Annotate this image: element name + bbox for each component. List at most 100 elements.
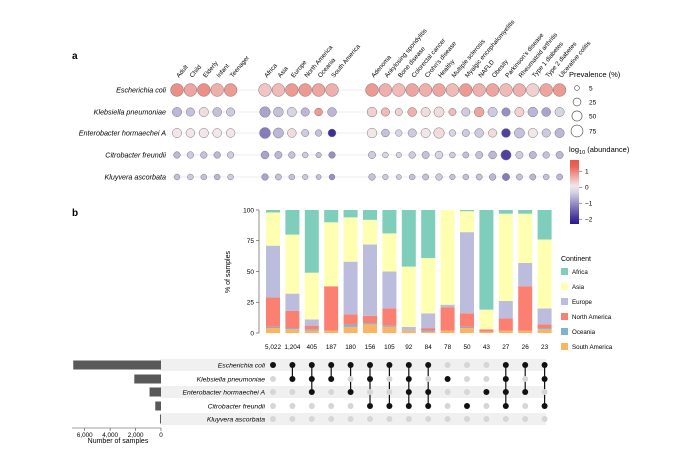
prevalence-dot — [366, 106, 378, 118]
abundance-legend-title: log10 (abundance) — [569, 145, 630, 156]
prevalence-legend-circle — [572, 97, 582, 107]
bar-segment — [382, 325, 397, 327]
bar-segment — [324, 210, 339, 223]
matrix-dot-filled — [541, 403, 548, 409]
bar-segment — [343, 261, 358, 315]
legend-label: Oceania — [572, 329, 596, 336]
prevalence-dot — [512, 83, 527, 97]
bar-segment — [401, 326, 416, 331]
prevalence-dot — [259, 127, 271, 139]
bar-segment — [324, 222, 339, 287]
panel-a-dot-matrix — [170, 83, 567, 181]
matrix-dot-filled — [483, 389, 490, 395]
prevalence-dot — [501, 128, 511, 138]
matrix-dot-filled — [464, 403, 470, 409]
sample-total-bar — [159, 414, 161, 424]
intersection-count: 27 — [502, 344, 510, 351]
prevalence-dot — [382, 151, 389, 159]
y-axis-label: % of samples — [225, 250, 232, 293]
prevalence-dot — [459, 83, 473, 97]
bar-segment — [324, 330, 339, 333]
matrix-dot-empty — [483, 362, 490, 368]
bar-segment — [498, 301, 513, 319]
matrix-row-label: Escherichia coli — [218, 363, 266, 370]
prevalence-dot — [300, 107, 310, 117]
prevalence-dot — [461, 107, 471, 117]
legend-swatch — [561, 343, 568, 350]
prevalence-legend-title: Prevalence (%) — [569, 70, 621, 79]
prevalence-dot — [462, 151, 470, 159]
prevalence-dot — [502, 173, 510, 181]
matrix-dot-filled — [367, 376, 373, 382]
prevalence-dot — [433, 127, 445, 139]
intersection-count-labels: 5,022 1,204 405 187 180 156 105 92 84 78 50 43 27 26 2… — [265, 344, 549, 351]
intersection-count: 78 — [444, 344, 452, 351]
bar-segment — [363, 323, 377, 325]
matrix-dot-empty — [367, 416, 373, 422]
prevalence-dot — [212, 107, 222, 117]
bar-segment — [401, 330, 416, 333]
y-tick-label: 75 — [247, 238, 255, 245]
prevalence-dot — [274, 151, 283, 159]
prevalence-dot — [328, 151, 336, 159]
prevalence-dot — [405, 83, 419, 97]
colorbar-tick-label: 1 — [585, 169, 589, 176]
bar-segment — [382, 326, 397, 333]
sample-total-bar — [155, 401, 161, 411]
matrix-dot-empty — [522, 403, 529, 409]
matrix-dot-filled — [502, 389, 509, 395]
bar-segment — [537, 210, 552, 240]
bar-segment — [421, 257, 436, 314]
prevalence-dot — [275, 173, 282, 181]
bar-segment — [343, 210, 358, 218]
prevalence-dot — [273, 127, 284, 139]
bar-segment — [382, 308, 397, 326]
prevalence-dot — [499, 83, 513, 97]
prevalence-dot — [328, 173, 336, 181]
bar-segment — [304, 210, 319, 273]
prevalence-dot — [448, 108, 457, 116]
prevalence-dot — [368, 151, 376, 159]
prevalence-dot — [183, 83, 198, 97]
stacked-bar-chart — [266, 210, 552, 333]
bar-segment — [285, 210, 300, 235]
matrix-dot-empty — [289, 389, 296, 395]
prevalence-dot — [487, 107, 498, 117]
prevalence-dot — [472, 83, 486, 97]
prevalence-dot — [526, 83, 540, 97]
prevalence-dot — [187, 173, 194, 181]
prevalence-dot — [285, 83, 299, 97]
prevalence-dot — [197, 83, 211, 97]
legend-swatch — [561, 298, 568, 305]
bar-segment — [285, 293, 300, 311]
prevalence-dot — [396, 174, 402, 180]
prevalence-dot — [261, 173, 269, 181]
matrix-row-label: Klebsiella pneumoniae — [197, 377, 266, 384]
stacked-bar-y-axis: 0 25 50 75 100 — [243, 207, 260, 337]
intersection-count: 43 — [483, 344, 491, 351]
matrix-dot-empty — [308, 416, 315, 422]
prevalence-dot — [287, 128, 297, 138]
legend-label: Africa — [572, 269, 588, 276]
matrix-dot-empty — [464, 416, 470, 422]
upset-matrix: Escherichia coli Klebsiella pneumoniae Ent… — [160, 359, 548, 425]
bar-segment — [479, 309, 494, 330]
legend-swatch — [561, 283, 568, 290]
prevalence-dot — [225, 128, 236, 138]
prevalence-dot — [227, 173, 234, 181]
prevalence-dot — [488, 128, 498, 138]
legend-swatch — [561, 313, 568, 320]
matrix-dot-empty — [444, 362, 451, 368]
prevalence-dot — [325, 83, 339, 97]
prevalence-dot — [302, 173, 309, 181]
intersection-count: 84 — [425, 344, 433, 351]
prevalence-dot — [485, 83, 500, 97]
x-tick-label: 0 — [159, 432, 163, 439]
matrix-dot-empty — [289, 416, 296, 422]
matrix-dot-empty — [270, 416, 276, 422]
prevalence-dot — [435, 173, 443, 181]
matrix-dot-filled — [502, 362, 509, 368]
prevalence-dot — [259, 106, 271, 118]
bar-segment — [460, 211, 474, 233]
prevalence-legend-value: 75 — [589, 129, 597, 136]
